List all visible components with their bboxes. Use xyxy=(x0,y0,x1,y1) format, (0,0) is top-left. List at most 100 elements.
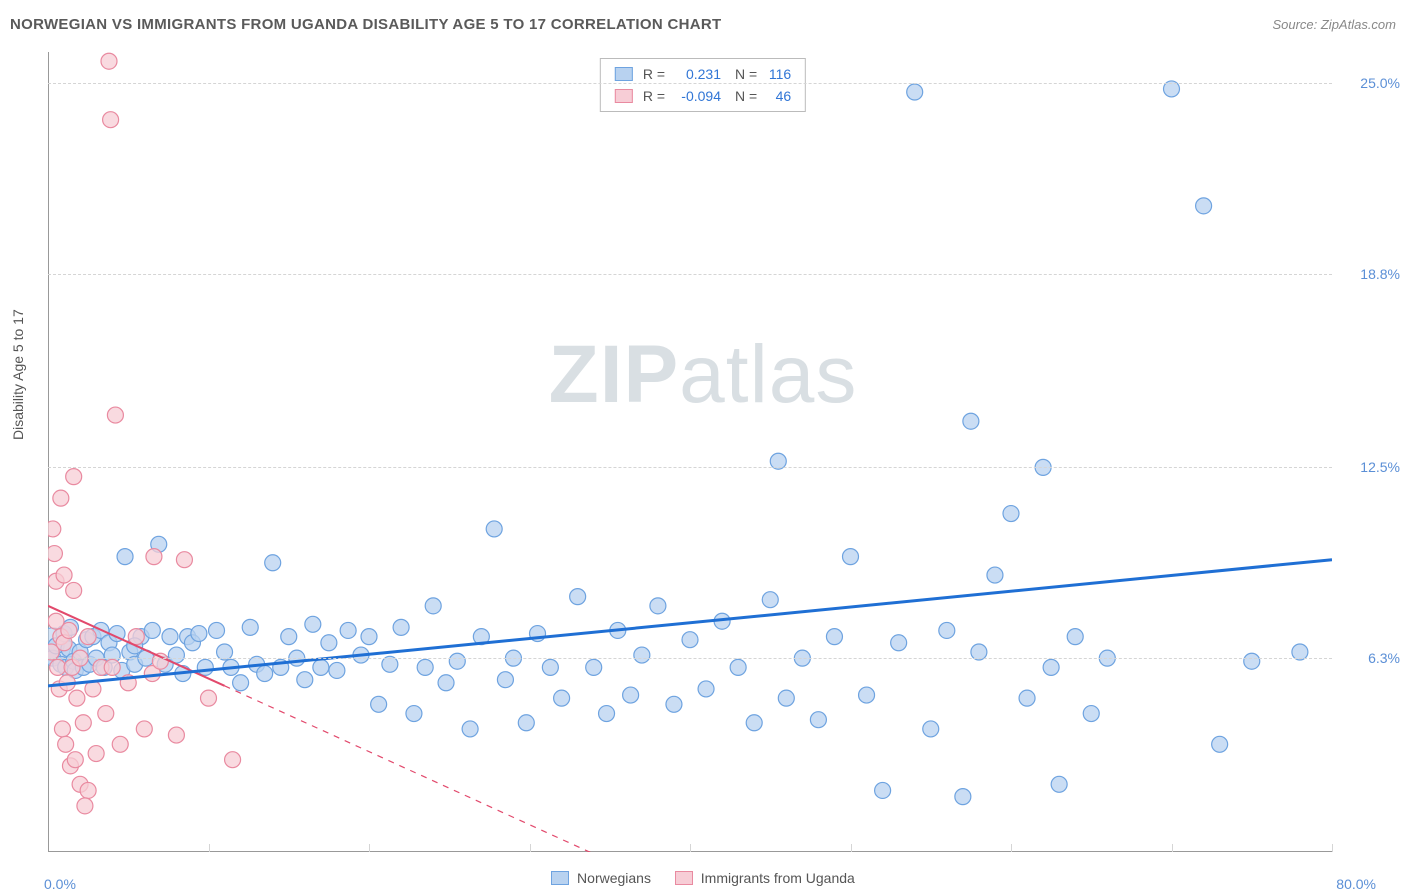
chart-header: NORWEGIAN VS IMMIGRANTS FROM UGANDA DISA… xyxy=(10,10,1396,38)
x-tick-mark xyxy=(1172,844,1173,852)
data-point xyxy=(955,789,971,805)
data-point xyxy=(586,659,602,675)
data-point xyxy=(1244,653,1260,669)
data-point xyxy=(67,752,83,768)
data-point xyxy=(80,782,96,798)
data-point xyxy=(305,616,321,632)
data-point xyxy=(859,687,875,703)
data-point xyxy=(313,659,329,675)
data-point xyxy=(162,629,178,645)
y-axis-label: Disability Age 5 to 17 xyxy=(10,309,26,440)
data-point xyxy=(554,690,570,706)
data-point xyxy=(103,112,119,128)
x-tick-mark xyxy=(530,844,531,852)
data-point xyxy=(497,672,513,688)
data-point xyxy=(146,549,162,565)
x-tick-max: 80.0% xyxy=(1336,876,1376,892)
stats-row: R = -0.094 N = 46 xyxy=(615,85,791,107)
data-point xyxy=(939,622,955,638)
data-point xyxy=(762,592,778,608)
data-point xyxy=(634,647,650,663)
data-point xyxy=(570,589,586,605)
data-point xyxy=(136,721,152,737)
data-point xyxy=(58,736,74,752)
swatch-icon xyxy=(675,871,693,885)
y-tick-label: 18.8% xyxy=(1360,266,1400,282)
data-point xyxy=(1019,690,1035,706)
data-point xyxy=(117,549,133,565)
data-point xyxy=(176,552,192,568)
n-value: 46 xyxy=(757,85,791,107)
gridline xyxy=(48,83,1332,84)
data-point xyxy=(50,659,66,675)
data-point xyxy=(281,629,297,645)
x-tick-min: 0.0% xyxy=(44,876,76,892)
data-point xyxy=(66,469,82,485)
data-point xyxy=(599,706,615,722)
footer-legend: Norwegians Immigrants from Uganda xyxy=(0,870,1406,886)
data-point xyxy=(963,413,979,429)
data-point xyxy=(98,706,114,722)
data-point xyxy=(1051,776,1067,792)
stats-row: R = 0.231 N = 116 xyxy=(615,63,791,85)
n-value: 116 xyxy=(757,63,791,85)
data-point xyxy=(623,687,639,703)
data-point xyxy=(242,619,258,635)
data-point xyxy=(297,672,313,688)
data-point xyxy=(730,659,746,675)
data-point xyxy=(257,666,273,682)
data-point xyxy=(77,798,93,814)
data-point xyxy=(104,659,120,675)
data-point xyxy=(1003,506,1019,522)
data-point xyxy=(810,712,826,728)
data-point xyxy=(88,746,104,762)
data-point xyxy=(265,555,281,571)
y-tick-label: 6.3% xyxy=(1368,650,1400,666)
legend-item: Immigrants from Uganda xyxy=(675,870,855,886)
data-point xyxy=(462,721,478,737)
y-tick-label: 12.5% xyxy=(1360,459,1400,475)
swatch-icon xyxy=(551,871,569,885)
data-point xyxy=(425,598,441,614)
data-point xyxy=(746,715,762,731)
legend-item: Norwegians xyxy=(551,870,655,886)
chart-title: NORWEGIAN VS IMMIGRANTS FROM UGANDA DISA… xyxy=(10,16,721,33)
data-point xyxy=(201,690,217,706)
swatch-icon xyxy=(615,89,633,103)
data-point xyxy=(371,696,387,712)
data-point xyxy=(875,782,891,798)
data-point xyxy=(891,635,907,651)
data-point xyxy=(393,619,409,635)
data-point xyxy=(168,727,184,743)
data-point xyxy=(417,659,433,675)
x-tick-mark xyxy=(851,844,852,852)
data-point xyxy=(486,521,502,537)
swatch-icon xyxy=(615,67,633,81)
x-tick-mark xyxy=(369,844,370,852)
data-point xyxy=(438,675,454,691)
data-point xyxy=(48,546,62,562)
data-point xyxy=(152,653,168,669)
data-point xyxy=(54,721,70,737)
data-point xyxy=(56,567,72,583)
data-point xyxy=(75,715,91,731)
data-point xyxy=(69,690,85,706)
x-tick-mark xyxy=(1011,844,1012,852)
y-tick-label: 25.0% xyxy=(1360,75,1400,91)
data-point xyxy=(48,521,61,537)
data-point xyxy=(698,681,714,697)
data-point xyxy=(907,84,923,100)
data-point xyxy=(340,622,356,638)
data-point xyxy=(107,407,123,423)
data-point xyxy=(80,629,96,645)
data-point xyxy=(61,622,77,638)
data-point xyxy=(682,632,698,648)
data-point xyxy=(191,626,207,642)
data-point xyxy=(321,635,337,651)
data-point xyxy=(826,629,842,645)
data-point xyxy=(144,622,160,638)
stats-legend-box: R = 0.231 N = 116 R = -0.094 N = 46 xyxy=(600,58,806,112)
data-point xyxy=(233,675,249,691)
data-point xyxy=(778,690,794,706)
data-point xyxy=(1212,736,1228,752)
